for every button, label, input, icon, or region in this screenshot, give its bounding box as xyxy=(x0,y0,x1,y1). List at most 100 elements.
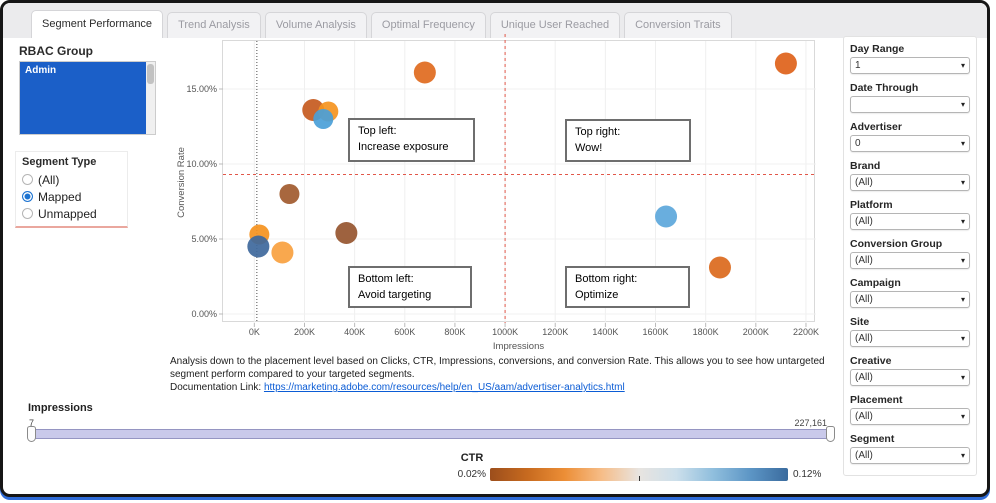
annotation-top-right: Top right: Wow! xyxy=(565,119,691,162)
x-tick-label: 1000K xyxy=(492,327,519,337)
data-point[interactable] xyxy=(335,222,358,244)
dropdown-value: (All) xyxy=(855,450,873,461)
dropdown-value: 0 xyxy=(855,138,861,149)
radio-all[interactable]: (All) xyxy=(22,171,127,188)
tab-unique-user-reached[interactable]: Unique User Reached xyxy=(489,12,621,38)
x-tick-label: 400K xyxy=(344,327,366,337)
radio-mapped[interactable]: Mapped xyxy=(22,188,127,205)
radio-label: Unmapped xyxy=(38,206,97,221)
annotation-line: Bottom right: xyxy=(575,273,638,285)
radio-button-icon[interactable] xyxy=(22,208,33,219)
chevron-down-icon: ▾ xyxy=(960,138,965,148)
data-point[interactable] xyxy=(774,52,797,75)
filter-conversion-group: Conversion Group (All) ▾ xyxy=(850,238,970,269)
filter-day-range: Day Range 1 ▾ xyxy=(850,43,970,74)
dropdown-value: (All) xyxy=(855,177,873,188)
filter-dropdown-date-through[interactable]: ▾ xyxy=(850,96,970,113)
filter-label: Site xyxy=(850,316,870,328)
dropdown-value: (All) xyxy=(855,411,873,422)
tab-bar: Segment Performance Trend Analysis Volume … xyxy=(31,10,732,38)
filter-label: Campaign xyxy=(850,277,901,289)
y-tick-label: 10.00% xyxy=(186,159,217,169)
filter-dropdown-advertiser[interactable]: 0 ▾ xyxy=(850,135,970,152)
x-tick-label: 2000K xyxy=(742,327,769,337)
tab-optimal-frequency[interactable]: Optimal Frequency xyxy=(370,12,486,38)
filter-campaign: Campaign (All) ▾ xyxy=(850,277,970,308)
filter-dropdown-conversion-group[interactable]: (All) ▾ xyxy=(850,252,970,269)
chevron-down-icon: ▾ xyxy=(960,294,965,304)
doc-link-label: Documentation Link: xyxy=(170,382,264,393)
data-point[interactable] xyxy=(271,241,294,264)
impressions-slider-label: Impressions xyxy=(28,402,93,414)
filter-dropdown-platform[interactable]: (All) ▾ xyxy=(850,213,970,230)
ctr-legend-min: 0.02% xyxy=(457,469,486,480)
ctr-legend-title: CTR xyxy=(460,452,484,464)
segment-type-card: Segment Type (All) Mapped Unmapped xyxy=(15,151,128,228)
tab-conversion-traits[interactable]: Conversion Traits xyxy=(624,12,732,38)
x-tick-label: 600K xyxy=(394,327,416,337)
y-tick-label: 0.00% xyxy=(191,309,217,319)
rbac-item-admin[interactable]: Admin xyxy=(20,62,146,134)
filter-placement: Placement (All) ▾ xyxy=(850,394,970,425)
dropdown-value: 1 xyxy=(855,60,861,71)
filter-dropdown-segment[interactable]: (All) ▾ xyxy=(850,447,970,464)
radio-button-icon[interactable] xyxy=(22,174,33,185)
scrollbar-thumb[interactable] xyxy=(147,64,154,84)
data-point[interactable] xyxy=(279,184,300,204)
filter-label: Segment xyxy=(850,433,895,445)
radio-unmapped[interactable]: Unmapped xyxy=(22,205,127,222)
x-tick-label: 2200K xyxy=(792,327,819,337)
data-point[interactable] xyxy=(413,61,436,84)
rbac-group-listbox[interactable]: Admin xyxy=(19,61,156,135)
filter-panel: Day Range 1 ▾ Date Through ▾ Advertiser 0 ▾ Bran… xyxy=(843,36,977,476)
ctr-gradient-bar[interactable] xyxy=(490,468,788,481)
data-point[interactable] xyxy=(655,205,678,228)
scatter-plot[interactable]: Conversion Rate Impressions 0K 200K 400K 60… xyxy=(176,34,819,352)
rbac-group-title: RBAC Group xyxy=(19,44,93,58)
filter-dropdown-brand[interactable]: (All) ▾ xyxy=(850,174,970,191)
chevron-down-icon: ▾ xyxy=(960,372,965,382)
impressions-slider-track[interactable] xyxy=(27,426,835,442)
tab-segment-performance[interactable]: Segment Performance xyxy=(31,10,164,38)
dropdown-value: (All) xyxy=(855,255,873,266)
tab-trend-analysis[interactable]: Trend Analysis xyxy=(167,12,261,38)
radio-label: (All) xyxy=(38,172,60,187)
data-point[interactable] xyxy=(708,256,731,279)
radio-button-icon[interactable] xyxy=(22,191,33,202)
scatter-svg xyxy=(219,34,816,327)
filter-dropdown-creative[interactable]: (All) ▾ xyxy=(850,369,970,386)
filter-dropdown-day-range[interactable]: 1 ▾ xyxy=(850,57,970,74)
annotation-line: Wow! xyxy=(575,141,603,154)
filter-dropdown-placement[interactable]: (All) ▾ xyxy=(850,408,970,425)
annotation-line: Increase exposure xyxy=(358,140,449,153)
segment-type-title: Segment Type xyxy=(22,156,97,168)
ctr-legend-max: 0.12% xyxy=(793,469,822,480)
slider-handle-right[interactable] xyxy=(826,426,835,442)
filter-label: Day Range xyxy=(850,43,905,55)
dropdown-value: (All) xyxy=(855,333,873,344)
x-tick-label: 1600K xyxy=(642,327,669,337)
tab-volume-analysis[interactable]: Volume Analysis xyxy=(264,12,367,38)
chevron-down-icon: ▾ xyxy=(960,255,965,265)
annotation-line: Top left: xyxy=(358,125,397,137)
slider-min-value: 7 xyxy=(29,418,35,428)
chevron-down-icon: ▾ xyxy=(960,60,965,70)
annotation-bottom-right: Bottom right: Optimize xyxy=(565,266,690,308)
listbox-scrollbar[interactable] xyxy=(146,62,155,134)
documentation-link[interactable]: https://marketing.adobe.com/resources/he… xyxy=(263,382,625,393)
filter-dropdown-site[interactable]: (All) ▾ xyxy=(850,330,970,347)
chevron-down-icon: ▾ xyxy=(960,99,965,109)
filter-dropdown-campaign[interactable]: (All) ▾ xyxy=(850,291,970,308)
slider-handle-left[interactable] xyxy=(27,426,36,442)
chart-caption: Analysis down to the placement level bas… xyxy=(170,355,846,394)
data-point[interactable] xyxy=(313,109,334,129)
dropdown-value: (All) xyxy=(855,372,873,383)
chevron-down-icon: ▾ xyxy=(960,216,965,226)
y-tick-label: 15.00% xyxy=(186,84,217,94)
x-tick-label: 1400K xyxy=(592,327,619,337)
data-point[interactable] xyxy=(247,235,270,258)
chevron-down-icon: ▾ xyxy=(960,450,965,460)
filter-platform: Platform (All) ▾ xyxy=(850,199,970,230)
annotation-line: Top right: xyxy=(575,126,621,138)
